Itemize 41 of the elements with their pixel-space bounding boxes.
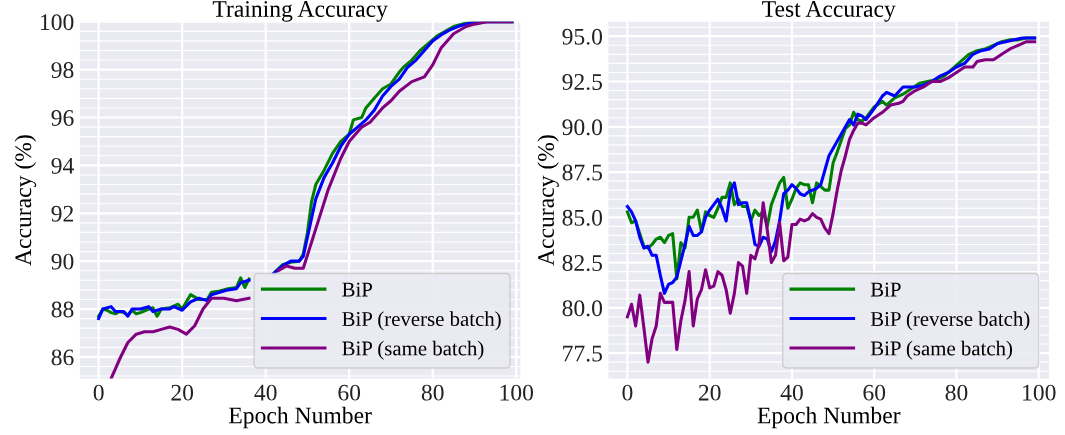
x-tick-label: 0 xyxy=(93,384,104,401)
y-tick-label: 100 xyxy=(40,14,74,31)
x-tick-label: 80 xyxy=(945,384,968,401)
x-tick-label: 20 xyxy=(171,384,194,401)
y-axis-title: Accuracy (%) xyxy=(14,135,37,266)
x-tick-label: 80 xyxy=(421,384,444,401)
y-axis-title: Accuracy (%) xyxy=(537,135,559,266)
y-tick-label: 96 xyxy=(51,110,74,126)
y-tick-label: 92.5 xyxy=(562,74,603,91)
x-tick-label: 60 xyxy=(338,384,361,401)
y-tick-label: 82.5 xyxy=(562,255,603,272)
x-tick-label: 20 xyxy=(698,384,721,401)
y-tick-label: 85.0 xyxy=(562,209,603,226)
x-tick-label: 0 xyxy=(622,384,633,401)
legend-label: BiP (same batch) xyxy=(342,340,484,360)
y-tick-label: 90.0 xyxy=(562,119,603,136)
x-tick-label: 100 xyxy=(500,384,534,401)
legend-label: BiP (reverse batch) xyxy=(342,311,501,331)
y-tick-label: 90 xyxy=(51,253,74,270)
y-tick-label: 86 xyxy=(51,349,74,366)
y-tick-label: 94 xyxy=(51,157,74,174)
y-tick-label: 92 xyxy=(51,205,74,222)
x-tick-label: 60 xyxy=(863,384,886,401)
y-tick-label: 98 xyxy=(51,62,74,79)
legend-label: BiP xyxy=(342,282,373,297)
y-tick-label: 77.5 xyxy=(563,345,603,362)
y-tick-label: 88 xyxy=(51,301,74,318)
line-series xyxy=(625,40,1037,364)
legend-label: BiP xyxy=(870,282,901,297)
y-tick-label: 80.0 xyxy=(562,300,603,317)
x-tick-label: 100 xyxy=(1023,384,1056,401)
x-axis-title: Epoch Number xyxy=(229,406,372,429)
chart-title: Training Accuracy xyxy=(212,1,388,22)
x-axis-title: Epoch Number xyxy=(757,406,901,429)
x-tick-label: 40 xyxy=(254,384,277,401)
legend-label: BiP (reverse batch) xyxy=(870,311,1030,331)
y-tick-label: 95.0 xyxy=(562,28,603,45)
x-tick-label: 40 xyxy=(780,384,803,401)
legend-label: BiP (same batch) xyxy=(870,340,1013,360)
chart-title: Test Accuracy xyxy=(762,1,896,22)
y-tick-label: 87.5 xyxy=(562,164,603,181)
